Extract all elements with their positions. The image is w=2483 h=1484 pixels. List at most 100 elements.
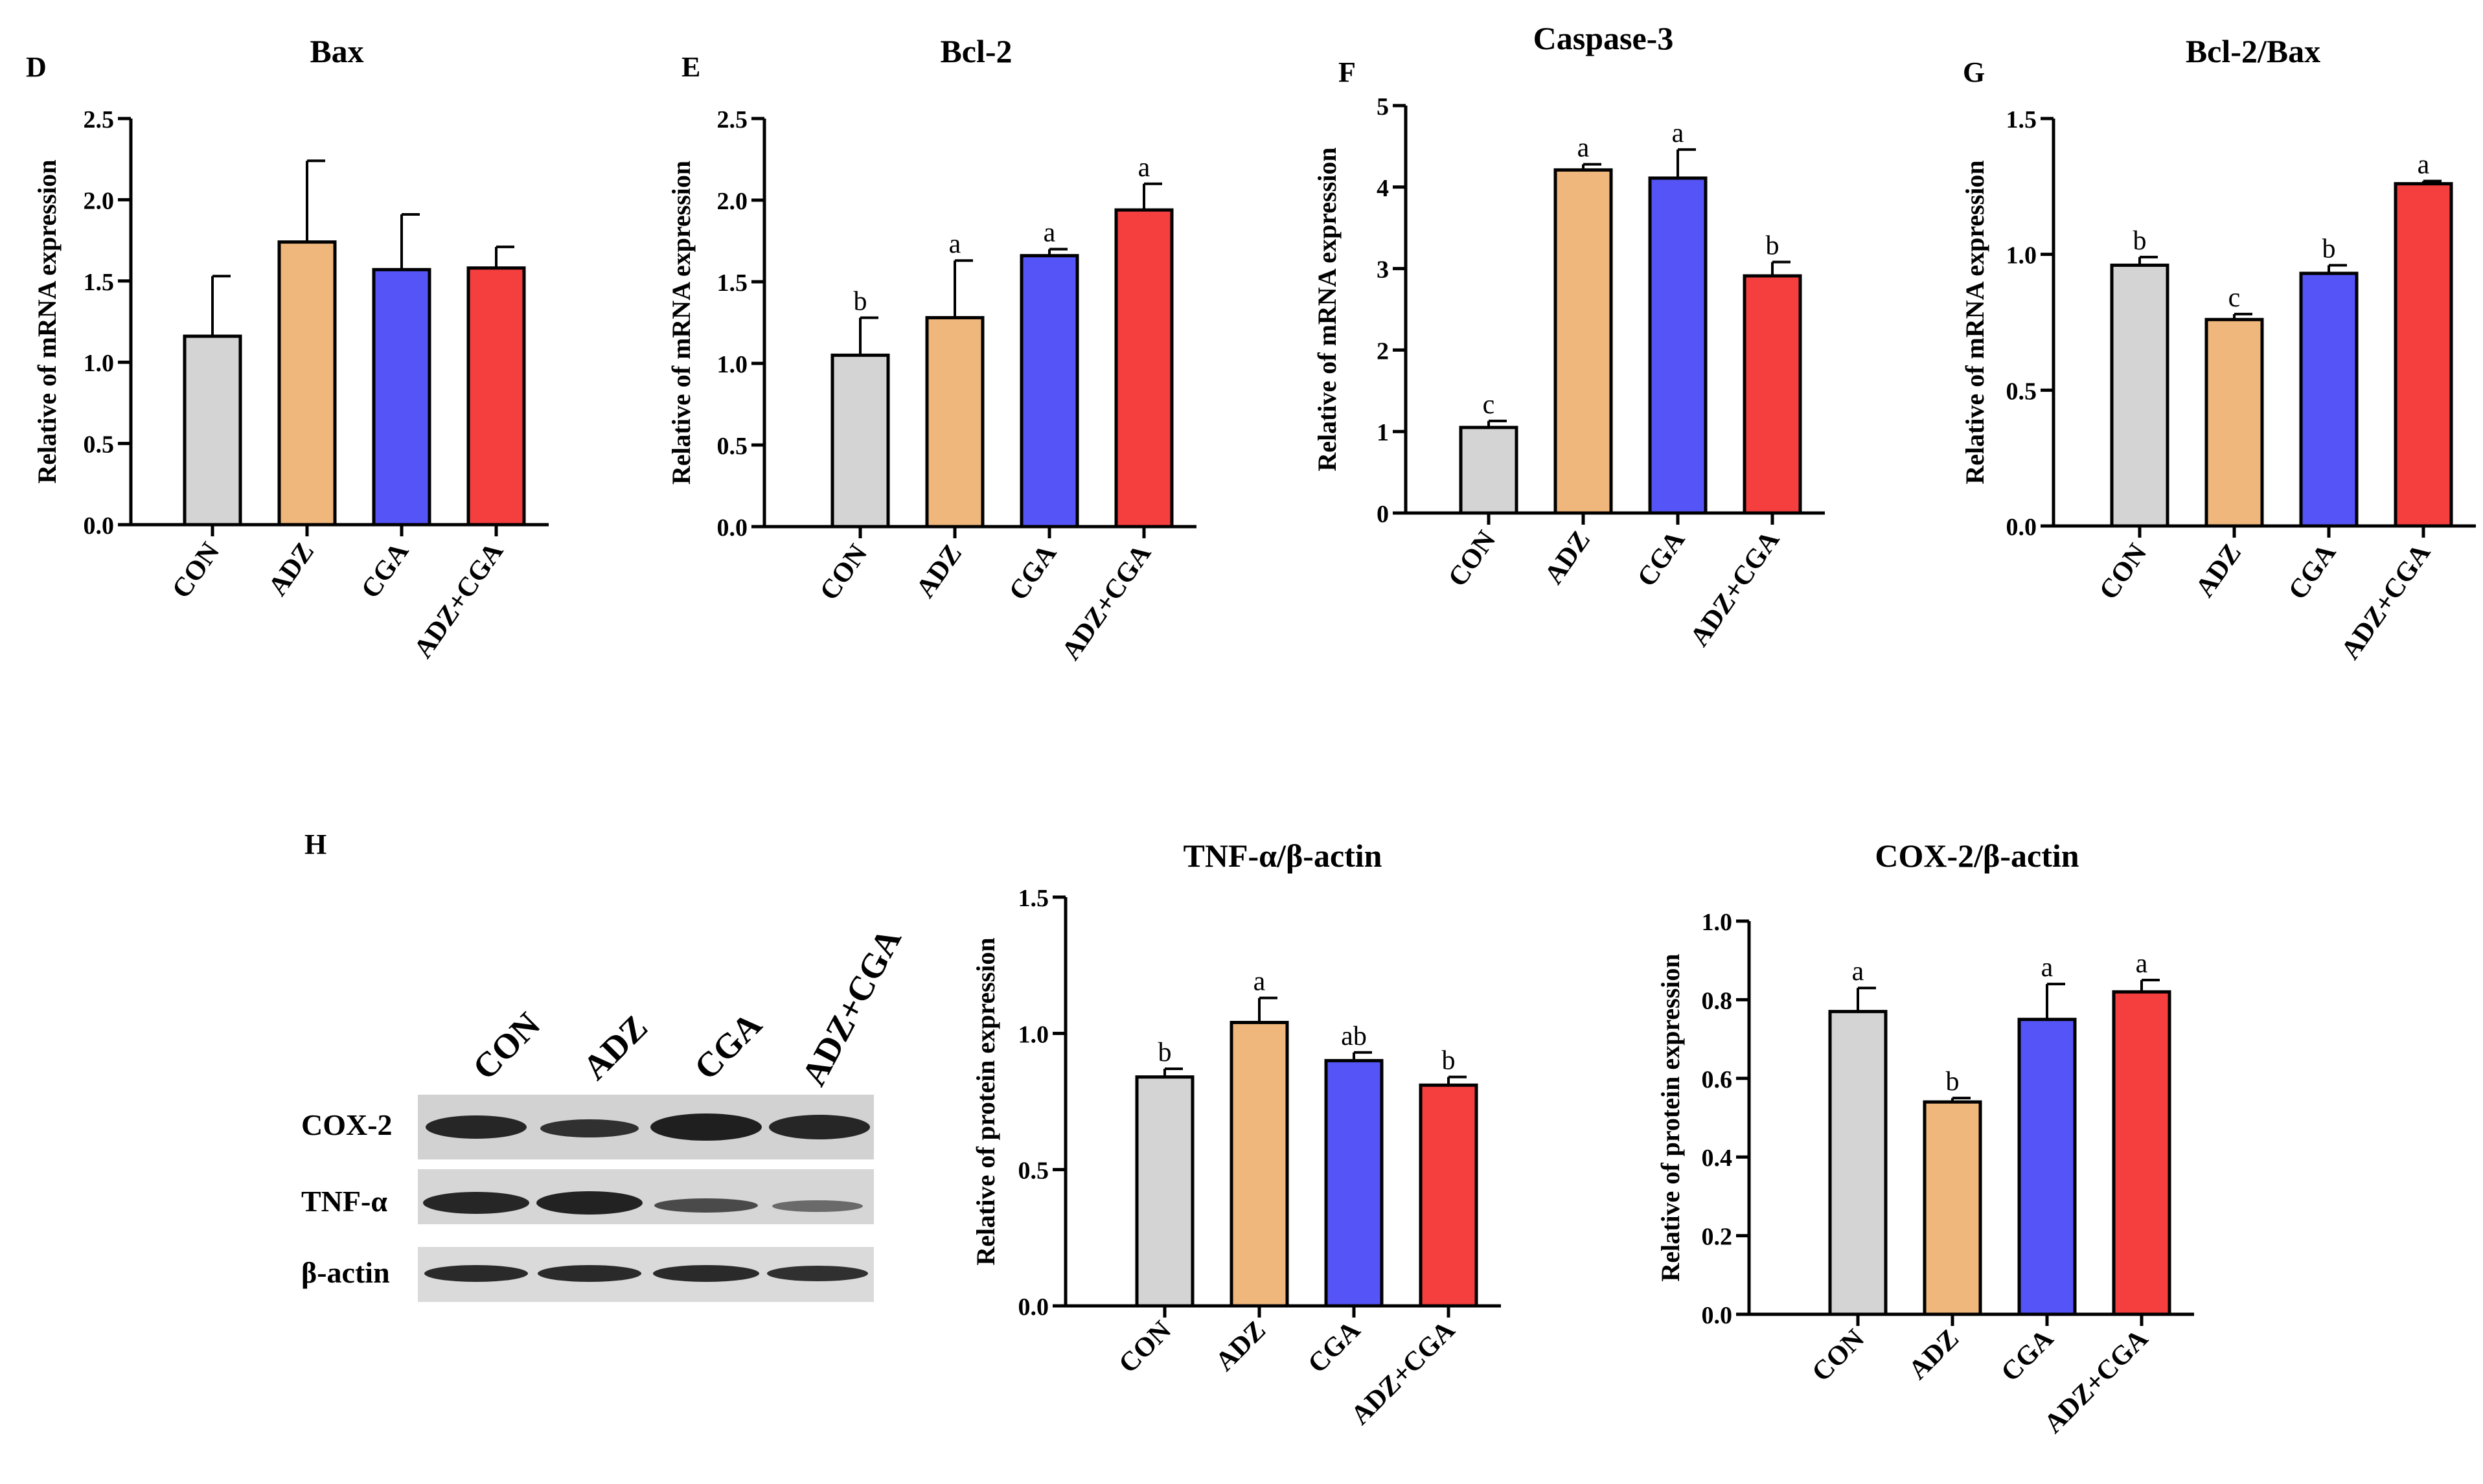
- blot-band: [424, 1265, 528, 1282]
- y-tick-label: 1.5: [84, 269, 115, 296]
- chart-title: COX-2/β-actin: [1875, 838, 2079, 874]
- significance-letter: a: [2136, 949, 2148, 979]
- x-tick-label: ADZ+CGA: [1345, 1315, 1461, 1431]
- significance-letter: b: [1442, 1046, 1456, 1076]
- y-axis-label: Relative of protein expression: [971, 937, 1000, 1265]
- bar-con: [1459, 426, 1518, 515]
- y-tick-label: 0.0: [1018, 1294, 1049, 1321]
- y-tick-label: 0.5: [1018, 1158, 1049, 1185]
- y-tick-label: 0.5: [717, 433, 748, 460]
- significance-letter: a: [1672, 119, 1684, 148]
- y-tick-label: 1.0: [717, 351, 748, 378]
- y-tick-label: 4: [1377, 175, 1389, 202]
- blot-protein-label: COX-2: [301, 1108, 393, 1141]
- x-tick-label: ADZ: [911, 539, 968, 603]
- x-tick-label: CON: [1807, 1324, 1871, 1388]
- x-tick-label: ADZ+CGA: [1684, 525, 1785, 652]
- y-tick-label: 0.0: [84, 512, 115, 540]
- blot-band: [772, 1200, 863, 1212]
- bar-cga: [2017, 1018, 2077, 1316]
- y-tick-label: 0.4: [1702, 1145, 1733, 1172]
- panel-letter: F: [1338, 56, 1356, 88]
- significance-letter: b: [2133, 226, 2147, 256]
- y-tick-label: 0.2: [1702, 1224, 1733, 1251]
- x-tick-label: ADZ+CGA: [408, 537, 509, 664]
- y-tick-label: 1.0: [2006, 242, 2037, 269]
- bar-adz-cga: [1114, 208, 1174, 529]
- chart-4: TNF-α/β-actin Relative of protein express…: [971, 838, 1501, 1431]
- bar-con: [830, 353, 890, 529]
- y-tick-label: 0.5: [84, 431, 115, 459]
- x-tick-label: ADZ: [1210, 1316, 1272, 1377]
- bar-cga: [1648, 176, 1708, 515]
- x-tick-label: CON: [2094, 538, 2153, 605]
- bar-adz: [1553, 168, 1613, 515]
- bar-con: [1828, 1010, 1888, 1316]
- bar-con: [183, 334, 242, 527]
- significance-letter: a: [1852, 957, 1864, 987]
- x-tick-label: ADZ: [2190, 538, 2248, 602]
- chart-e: Bcl-2 E Relative of mRNA expression 0.0 0.5 1…: [667, 33, 1196, 665]
- x-tick-label: ADZ: [1539, 525, 1597, 589]
- panel-letter: G: [1963, 56, 1985, 88]
- x-tick-label: ADZ+CGA: [2039, 1323, 2155, 1439]
- bar-adz-cga: [2112, 990, 2171, 1316]
- chart-d: Bax D Relative of mRNA expression 0.0 0.5 1.0…: [26, 33, 549, 663]
- western-blot-panel: H CON ADZ CGA ADZ+CGA COX-2 TNF-α β-acti…: [301, 828, 909, 1302]
- x-tick-label: ADZ+CGA: [2335, 538, 2436, 665]
- y-tick-label: 0.0: [2006, 514, 2037, 541]
- bar-adz: [1923, 1100, 1982, 1316]
- y-tick-label: 0.0: [717, 514, 748, 542]
- blot-lane-label: ADZ+CGA: [794, 922, 909, 1092]
- bar-cga: [372, 268, 431, 527]
- chart-g: Bcl-2/Bax G Relative of mRNA expression 0.0…: [1960, 33, 2476, 665]
- x-tick-label: CGA: [1996, 1323, 2060, 1387]
- y-tick-label: 0.6: [1702, 1066, 1733, 1093]
- blot-protein-label: TNF-α: [301, 1185, 387, 1218]
- significance-letter: ab: [1341, 1022, 1367, 1051]
- bar-adz: [277, 240, 337, 527]
- y-tick-label: 2.5: [84, 106, 115, 133]
- blot-band: [423, 1192, 529, 1214]
- chart-title: Bax: [310, 33, 363, 69]
- bar-adz-cga: [466, 266, 526, 527]
- blot-band: [536, 1191, 643, 1215]
- blot-lane-label: CON: [465, 1005, 547, 1087]
- y-tick-label: 1.5: [2006, 106, 2037, 133]
- significance-letter: a: [1577, 133, 1590, 163]
- y-axis-label: Relative of mRNA expression: [667, 161, 696, 485]
- blot-band: [767, 1266, 868, 1281]
- y-tick-label: 1.0: [1018, 1021, 1049, 1048]
- x-tick-label: ADZ: [263, 537, 321, 601]
- x-tick-label: CGA: [356, 537, 415, 604]
- x-tick-label: CGA: [1632, 525, 1691, 592]
- x-tick-label: CON: [1114, 1316, 1178, 1380]
- y-axis-label: Relative of mRNA expression: [1312, 147, 1342, 471]
- blot-protein-label: β-actin: [301, 1256, 390, 1289]
- chart-f: Caspase-3 F Relative of mRNA expression 0 1 2…: [1312, 20, 1825, 652]
- panel-letter: D: [26, 51, 47, 83]
- significance-letter: b: [1158, 1038, 1172, 1067]
- x-tick-label: CON: [814, 539, 873, 606]
- y-tick-label: 1.0: [84, 350, 115, 377]
- bar-adz: [2204, 317, 2264, 528]
- significance-letter: c: [1483, 390, 1495, 420]
- y-tick-label: 0.8: [1702, 987, 1733, 1014]
- x-tick-label: CGA: [2283, 538, 2342, 605]
- x-tick-label: CGA: [1303, 1315, 1367, 1379]
- significance-letter: c: [2228, 283, 2241, 313]
- y-tick-label: 2: [1377, 337, 1389, 365]
- bar-adz: [925, 315, 985, 529]
- bar-con: [2110, 263, 2169, 528]
- y-axis-label: Relative of mRNA expression: [32, 159, 62, 483]
- blot-band: [650, 1113, 762, 1141]
- x-tick-label: CGA: [1003, 539, 1063, 606]
- significance-letter: b: [1946, 1067, 1960, 1097]
- y-tick-label: 0.5: [2006, 378, 2037, 405]
- significance-letter: b: [854, 286, 867, 316]
- bar-cga: [2299, 271, 2359, 528]
- panel-letter: E: [681, 51, 700, 83]
- significance-letter: a: [1138, 153, 1150, 183]
- y-tick-label: 1.0: [1702, 909, 1733, 936]
